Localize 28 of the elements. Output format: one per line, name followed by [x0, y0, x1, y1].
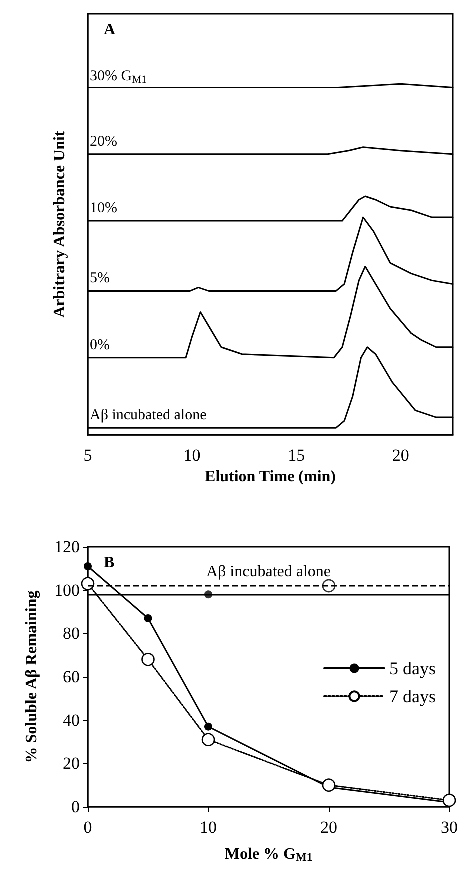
series-label: 20%: [90, 134, 118, 150]
legend-label: 7 days: [390, 686, 436, 706]
y-axis-title: % Soluble Aβ Remaining: [24, 590, 40, 764]
x-tick-label: 0: [84, 818, 92, 837]
x-tick-label: 20: [320, 818, 338, 837]
x-tick-label: 15: [288, 446, 306, 466]
series-label: 10%: [90, 200, 118, 217]
series-label: Aβ incubated alone: [90, 408, 208, 424]
text: A: [104, 22, 116, 38]
y-axis-title: Arbitrary Absorbance Unit: [52, 130, 68, 318]
ref-line-label: Aβ incubated alone: [206, 564, 332, 580]
annotation: B: [104, 554, 115, 572]
legend-label: 5 days: [390, 658, 436, 678]
y-tick-label: 100: [54, 580, 80, 600]
x-tick-label: 5: [84, 446, 92, 466]
y-tick-label: 60: [63, 668, 80, 686]
y-tick-label: 80: [63, 624, 80, 644]
x-tick-label: 10: [200, 818, 217, 837]
x-tick-label: 10: [184, 446, 201, 466]
series-label: 0%: [90, 337, 110, 354]
series-label: 5%: [90, 270, 110, 287]
y-tick-label: 40: [63, 710, 80, 730]
x-axis-title: Elution Time (min): [205, 468, 336, 486]
y-tick-label: 120: [54, 538, 80, 556]
y-tick-label: 20: [63, 754, 80, 774]
y-tick-label: 0: [72, 798, 80, 816]
x-tick-label: 30: [441, 818, 458, 837]
x-tick-label: 20: [392, 446, 410, 466]
